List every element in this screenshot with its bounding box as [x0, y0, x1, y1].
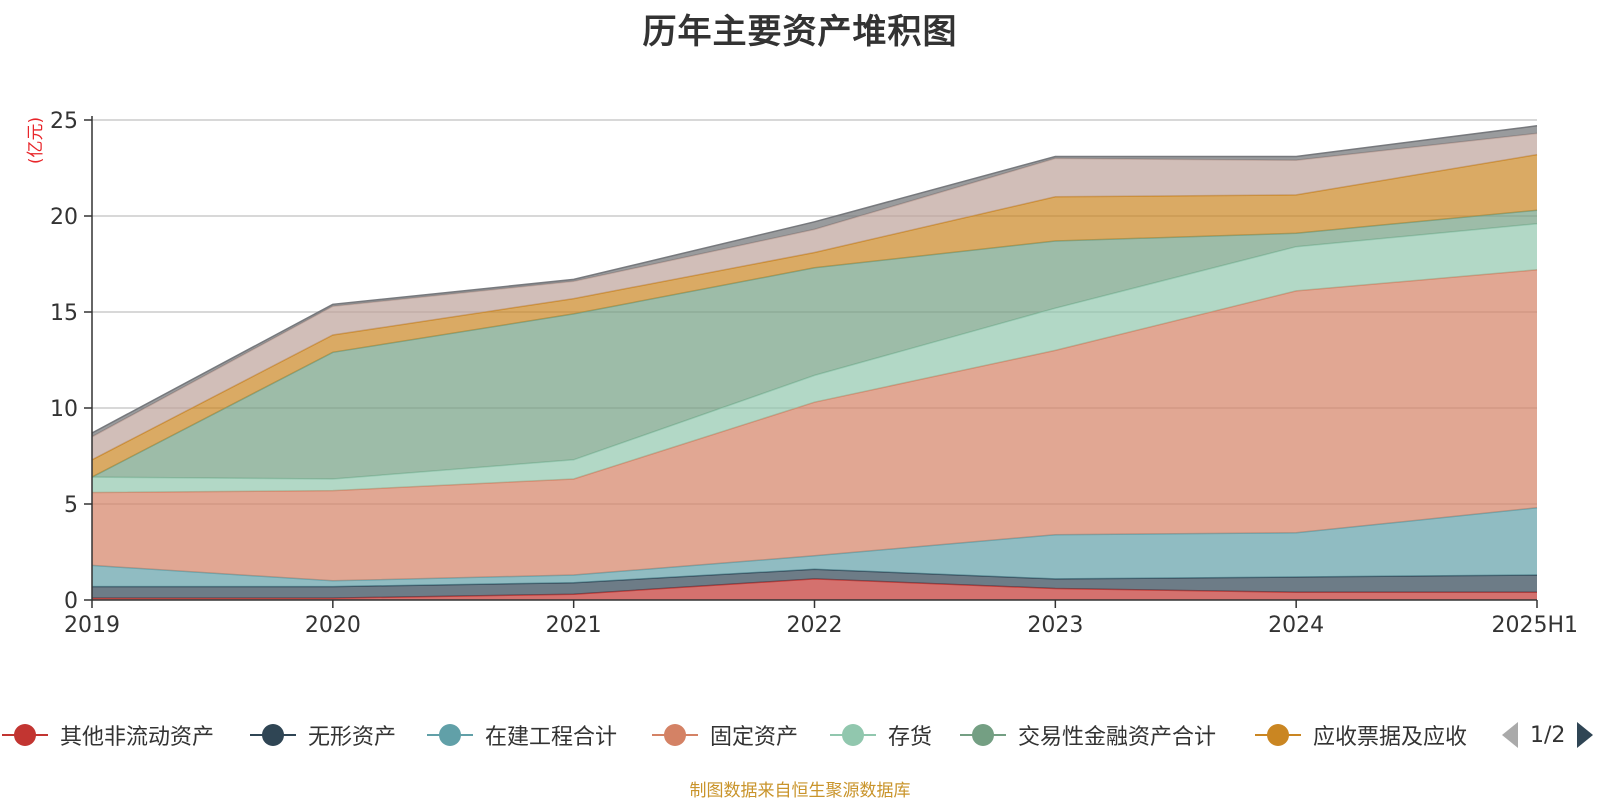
- legend-marker-icon: [427, 724, 473, 746]
- legend-item[interactable]: 交易性金融资产合计: [958, 718, 1216, 752]
- legend-item[interactable]: 应收票据及应收: [1253, 718, 1467, 752]
- x-tick-label: 2024: [1268, 613, 1324, 638]
- area-series-7: [92, 154, 1537, 478]
- legend-label: 无形资产: [308, 725, 397, 750]
- legend-marker-icon: [830, 724, 876, 746]
- area-series-4: [92, 269, 1537, 581]
- area-series-2: [92, 569, 1537, 599]
- legend: 其他非流动资产 无形资产 在建工程合计 固定资产 存货 交易性金融资产合计 应收票据及应收: [0, 718, 1600, 752]
- y-tick-label: 0: [64, 589, 78, 614]
- legend-label: 固定资产: [710, 725, 799, 750]
- legend-page-indicator: 1/2: [1530, 722, 1566, 748]
- legend-label: 存货: [888, 725, 933, 750]
- area-series-1: [92, 578, 1537, 600]
- legend-marker-icon: [250, 724, 296, 746]
- legend-item[interactable]: 固定资产: [650, 718, 798, 752]
- prev-page-arrow-icon[interactable]: [1500, 720, 1520, 750]
- legend-item[interactable]: 存货: [828, 718, 932, 752]
- legend-marker-icon: [960, 724, 1006, 746]
- next-page-arrow-icon[interactable]: [1575, 720, 1595, 750]
- legend-marker-icon: [652, 724, 698, 746]
- legend-label: 应收票据及应收: [1313, 725, 1468, 750]
- y-tick-label: 15: [50, 301, 78, 326]
- x-tick-label: 2021: [546, 613, 602, 638]
- x-tick-label: 2019: [64, 613, 120, 638]
- y-tick-label: 10: [50, 397, 78, 422]
- legend-item[interactable]: 其他非流动资产: [0, 718, 214, 752]
- axes: 0 5 10 15 20 25 2019 2020 2021 2022 2023 2024 2025H1: [50, 109, 1578, 638]
- series-areas: [91, 125, 1538, 600]
- legend-marker-icon: [2, 724, 48, 746]
- legend-label: 在建工程合计: [485, 725, 618, 750]
- legend-item[interactable]: 在建工程合计: [425, 718, 617, 752]
- legend-marker-icon: [1255, 724, 1301, 746]
- y-tick-label: 20: [50, 205, 78, 230]
- area-series-8: [92, 133, 1537, 460]
- area-series-5: [92, 223, 1537, 493]
- legend-label: 其他非流动资产: [60, 725, 215, 750]
- legend-label: 交易性金融资产合计: [1018, 725, 1217, 750]
- area-series-6: [92, 210, 1537, 479]
- data-source-note: 制图数据来自恒生聚源数据库: [689, 781, 911, 801]
- x-tick-label: 2023: [1027, 613, 1083, 638]
- legend-item[interactable]: 无形资产: [248, 718, 396, 752]
- legend-pager: 1/2: [1500, 718, 1595, 752]
- chart-title: 历年主要资产堆积图: [642, 12, 958, 52]
- x-tick-label: 2020: [305, 613, 361, 638]
- x-tick-label: 2025H1: [1491, 613, 1578, 638]
- area-series-9-edge: [91, 125, 1538, 434]
- area-series-3: [92, 507, 1537, 587]
- y-tick-label: 5: [64, 493, 78, 518]
- y-tick-label: 25: [50, 109, 78, 134]
- x-tick-label: 2022: [787, 613, 843, 638]
- stacked-area-chart: 0 5 10 15 20 25 2019 2020 2021 2022 2023 2024 2025H1: [50, 109, 1578, 638]
